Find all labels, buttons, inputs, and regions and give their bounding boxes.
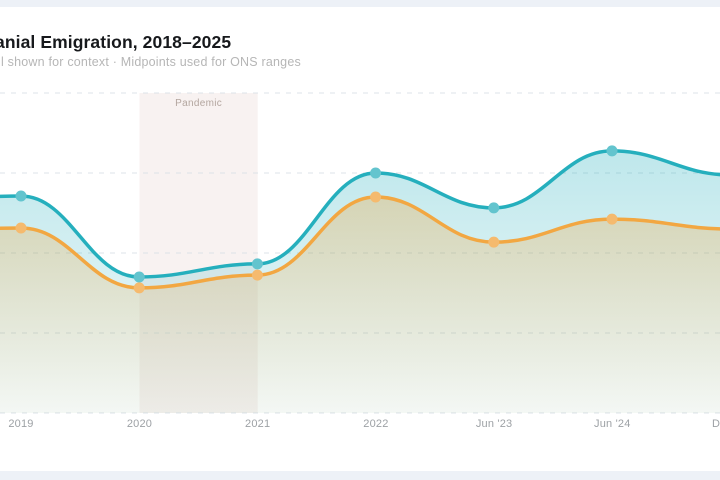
point-marker-upper-series-teal[interactable]	[370, 167, 382, 179]
point-marker-upper-series-teal[interactable]	[488, 202, 500, 214]
page-title: anial Emigration, 2018–2025	[0, 32, 232, 52]
point-marker-upper-series-teal[interactable]	[606, 145, 618, 157]
x-tick-label: Jun '24	[594, 418, 631, 430]
point-marker-upper-series-teal[interactable]	[251, 258, 263, 270]
x-tick-label: 2022	[363, 418, 389, 430]
point-marker-lower-series-orange[interactable]	[15, 222, 27, 234]
page-subtitle: l shown for context · Midpoints used for…	[1, 55, 301, 69]
x-tick-label: 2020	[126, 418, 153, 430]
point-marker-upper-series-teal[interactable]	[15, 190, 27, 202]
x-tick-label: 2021	[245, 418, 271, 430]
x-tick-label: Jun '23	[475, 418, 513, 430]
x-tick-label: De	[712, 418, 720, 430]
line-upper-series-teal	[0, 149, 720, 279]
point-marker-lower-series-orange[interactable]	[606, 213, 618, 225]
point-marker-lower-series-orange[interactable]	[370, 191, 382, 203]
point-marker-lower-series-orange[interactable]	[133, 282, 145, 294]
area-fill-lower-series-orange	[0, 197, 720, 413]
point-marker-upper-series-teal[interactable]	[133, 271, 145, 283]
point-marker-lower-series-orange[interactable]	[251, 269, 263, 281]
point-marker-lower-series-orange[interactable]	[488, 236, 500, 248]
pandemic-band-label: Pandemic	[175, 98, 223, 109]
line-lower-series-orange	[0, 195, 720, 290]
x-tick-label: 2019	[8, 418, 34, 430]
